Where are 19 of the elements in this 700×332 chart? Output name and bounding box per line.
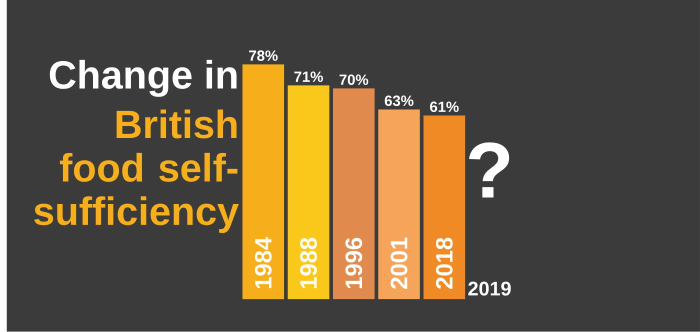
- x-tick-label: 1988: [300, 238, 317, 288]
- x-tick-label: 2018: [436, 238, 453, 289]
- bar: [242, 64, 284, 300]
- x-tick-label: 1996: [345, 238, 362, 288]
- x-tick-label: 1984: [254, 237, 272, 288]
- bar: [424, 116, 466, 300]
- chart-title: Change in: [50, 60, 237, 98]
- bar: [333, 88, 375, 300]
- x-tick-label: 2001: [390, 238, 408, 289]
- data-label: 63%: [384, 96, 414, 106]
- data-label: 70%: [340, 74, 368, 86]
- bar: [288, 86, 330, 300]
- text: British food self-sufficiency: [34, 110, 239, 234]
- x-tick-label: 2019: [468, 282, 511, 296]
- bar: [378, 110, 420, 300]
- data-label: 61%: [430, 102, 459, 112]
- data-label: 71%: [294, 72, 323, 82]
- annotation: ?: [469, 142, 510, 198]
- data-label: 78%: [249, 50, 278, 61]
